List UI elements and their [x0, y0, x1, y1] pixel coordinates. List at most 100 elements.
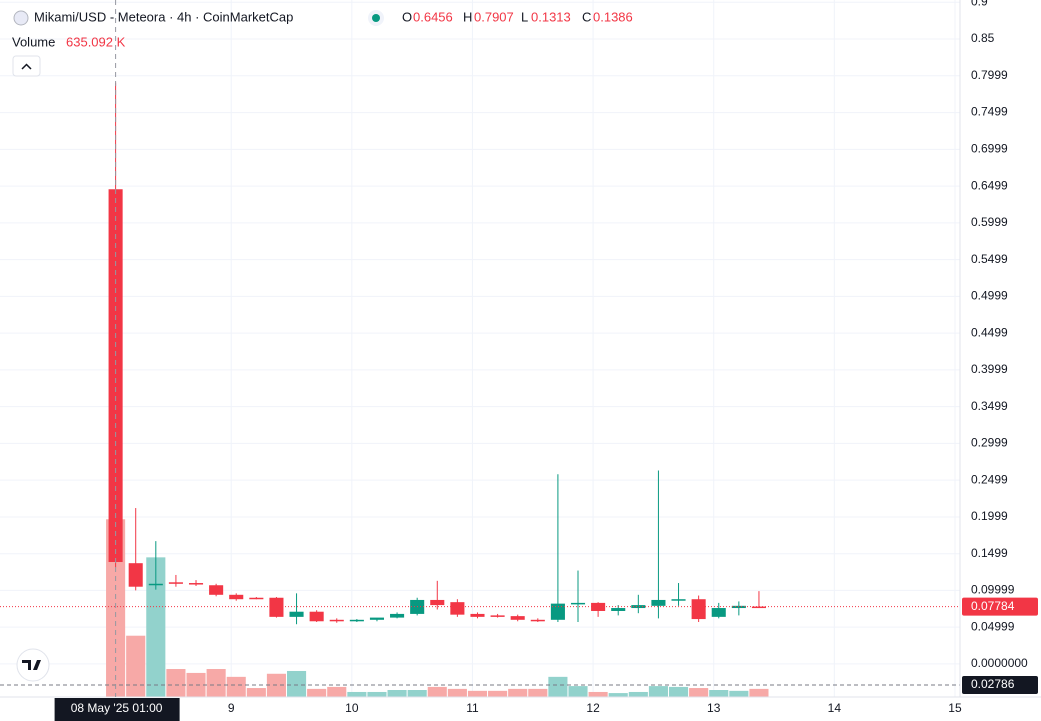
candle-body: [711, 608, 726, 617]
volume-bar: [347, 691, 367, 697]
ohlc-letter: L: [521, 9, 528, 24]
logo-bg: [16, 648, 50, 682]
candle-body: [369, 617, 384, 620]
candle-body: [490, 615, 505, 617]
y-tick-label: 0.09999: [971, 583, 1015, 597]
ohlc-value: 0.7907: [474, 9, 514, 24]
grid: [0, 0, 960, 697]
x-tick-label: 14: [828, 701, 842, 715]
volume-bar: [508, 688, 528, 697]
candle-body: [390, 613, 405, 618]
y-tick-label: 0.5999: [971, 215, 1008, 229]
candle-body: [249, 597, 264, 600]
volume-bar: [749, 688, 769, 697]
crosshair-tag: [54, 698, 180, 721]
candle-body: [289, 611, 304, 617]
symbol-icon: [13, 10, 29, 26]
y-tick-label: 0.0000000: [971, 656, 1028, 670]
tv-logo: [16, 648, 50, 682]
volume-bar: [488, 690, 508, 697]
candle-body: [108, 189, 123, 563]
candle-body: [269, 597, 284, 617]
ohlc-letter: C: [582, 9, 591, 24]
candle-layer: [108, 82, 766, 625]
volume-bar: [689, 688, 709, 697]
candle-body: [168, 582, 183, 584]
volume-bar: [307, 688, 327, 697]
x-tick-label: 9: [228, 701, 235, 715]
y-tick-label: 0.5499: [971, 252, 1008, 266]
last-price-tag: [962, 597, 1038, 616]
y-tick-label: 0.2499: [971, 472, 1008, 486]
candle-body: [309, 611, 324, 622]
volume-bar: [648, 686, 668, 697]
y-tick-label: 0.4499: [971, 325, 1008, 339]
ohlc-value: 0.1313: [531, 9, 571, 24]
candle-body: [570, 602, 586, 605]
ohlc-value: 0.6456: [413, 9, 453, 24]
volume-bar: [628, 691, 648, 697]
candle-body: [148, 583, 163, 586]
collapse-icon: [21, 63, 32, 70]
volume-bar: [568, 686, 588, 697]
y-tick-label: 0.9: [971, 0, 988, 8]
candle-body: [229, 594, 244, 600]
volume-bar: [608, 693, 628, 697]
x-tick-label: 12: [586, 701, 600, 715]
volume-layer: [106, 519, 769, 697]
candle-body: [631, 605, 646, 609]
ohlc-letter: O: [402, 9, 412, 24]
volume-bar: [709, 690, 729, 697]
x-tick-label: 13: [707, 701, 721, 715]
y-tick-label: 0.6499: [971, 178, 1008, 192]
candle-body: [128, 563, 143, 587]
volume-bar: [166, 669, 186, 697]
collapse-button[interactable]: [12, 55, 41, 77]
y-tick-label: 0.1999: [971, 509, 1008, 523]
volume-bar: [528, 688, 548, 697]
y-tick-label: 0.4999: [971, 289, 1008, 303]
volume-bar: [588, 691, 608, 697]
x-tick-label: 10: [345, 701, 359, 715]
logo-mark: [22, 660, 41, 670]
candle-body: [691, 599, 706, 620]
volume-bar: [126, 635, 146, 697]
candle-body: [349, 619, 364, 622]
x-tick-label: 11: [466, 701, 479, 715]
candle-body: [188, 583, 204, 585]
y-tick-label: 0.04999: [971, 619, 1015, 633]
volume-bar: [729, 690, 749, 697]
y-tick-label: 0.85: [971, 31, 995, 45]
crosshair-label: 08 May '25 01:00: [71, 701, 163, 715]
volume-bar: [548, 676, 568, 697]
volume-bar: [286, 670, 307, 697]
last-price-label: 0.07784: [971, 599, 1015, 613]
volume-bar: [226, 676, 246, 697]
volume-bar: [387, 690, 407, 697]
volume-bar: [427, 686, 447, 697]
candle-body: [651, 599, 666, 606]
candle-body: [530, 619, 545, 622]
volume-bar: [447, 688, 467, 697]
y-tick-label: 0.3499: [971, 399, 1008, 413]
volume-bar: [367, 691, 387, 697]
candle-body: [751, 606, 766, 609]
ohlc-value: 0.1386: [593, 9, 633, 24]
ohlc-letter: H: [463, 9, 472, 24]
volume-bar: [668, 686, 689, 697]
chart-title: Mikami/USD - Meteora · 4h · CoinMarketCa…: [34, 9, 293, 24]
candle-body: [671, 599, 686, 601]
candle-body: [550, 603, 565, 620]
candle-body: [209, 585, 224, 595]
volume-title: Volume: [12, 34, 55, 49]
volume-bar: [146, 557, 166, 697]
candle-body: [430, 599, 445, 606]
candle-body: [470, 613, 485, 617]
volume-tag: [962, 676, 1038, 694]
legend: Mikami/USD - Meteora · 4h · CoinMarketCa…: [12, 9, 633, 77]
candle-body: [329, 619, 344, 622]
y-tick-label: 0.7499: [971, 105, 1008, 119]
y-tick-label: 0.6999: [971, 141, 1008, 155]
